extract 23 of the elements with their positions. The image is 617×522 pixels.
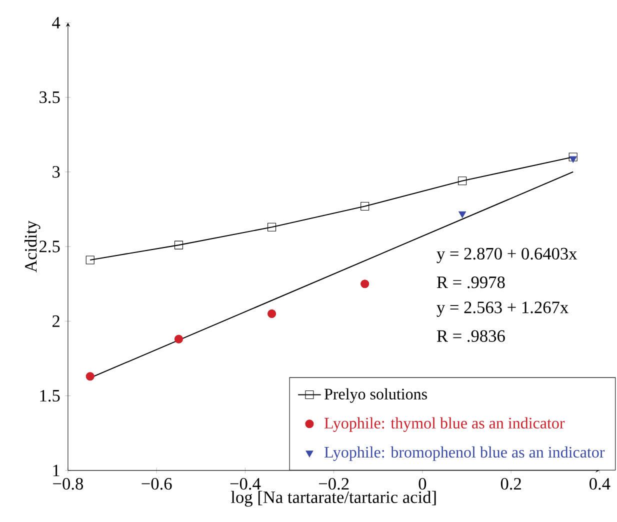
x-tick-label: 0.4 [590, 478, 610, 490]
y-tick-label: 2 [52, 315, 60, 327]
legend-label: Lyophile: thymol blue as an indicator [324, 417, 565, 432]
x-tick-label: −0.4 [230, 478, 261, 490]
y-tick-label: 2.5 [40, 240, 60, 252]
annotation: R = .9978 [436, 276, 505, 288]
x-tick-label: −0.6 [142, 478, 172, 490]
y-tick-label: 3.5 [40, 91, 60, 103]
annotation: R = .9836 [436, 330, 505, 342]
y-axis-title: Acidity [24, 220, 40, 272]
annotation: y = 2.870 + 0.6403x [436, 248, 578, 263]
y-tick-label: 4 [52, 16, 60, 28]
x-tick-label: −0.8 [53, 478, 84, 490]
x-tick-label: 0.2 [500, 478, 521, 490]
x-tick-label: −0.2 [318, 478, 349, 490]
x-axis-title: log [Na tartarate/tartaric acid] [231, 490, 436, 506]
legend-label: Lyophile: bromophenol blue as an indicator [324, 446, 605, 461]
legend-label: Prelyo solutions [324, 388, 427, 403]
x-tick-label: 0 [418, 478, 426, 490]
y-tick-label: 3 [52, 166, 60, 178]
y-tick-label: 1.5 [40, 390, 60, 402]
y-tick-label: 1 [53, 464, 60, 476]
annotation: y = 2.563 + 1.267x [436, 301, 568, 317]
